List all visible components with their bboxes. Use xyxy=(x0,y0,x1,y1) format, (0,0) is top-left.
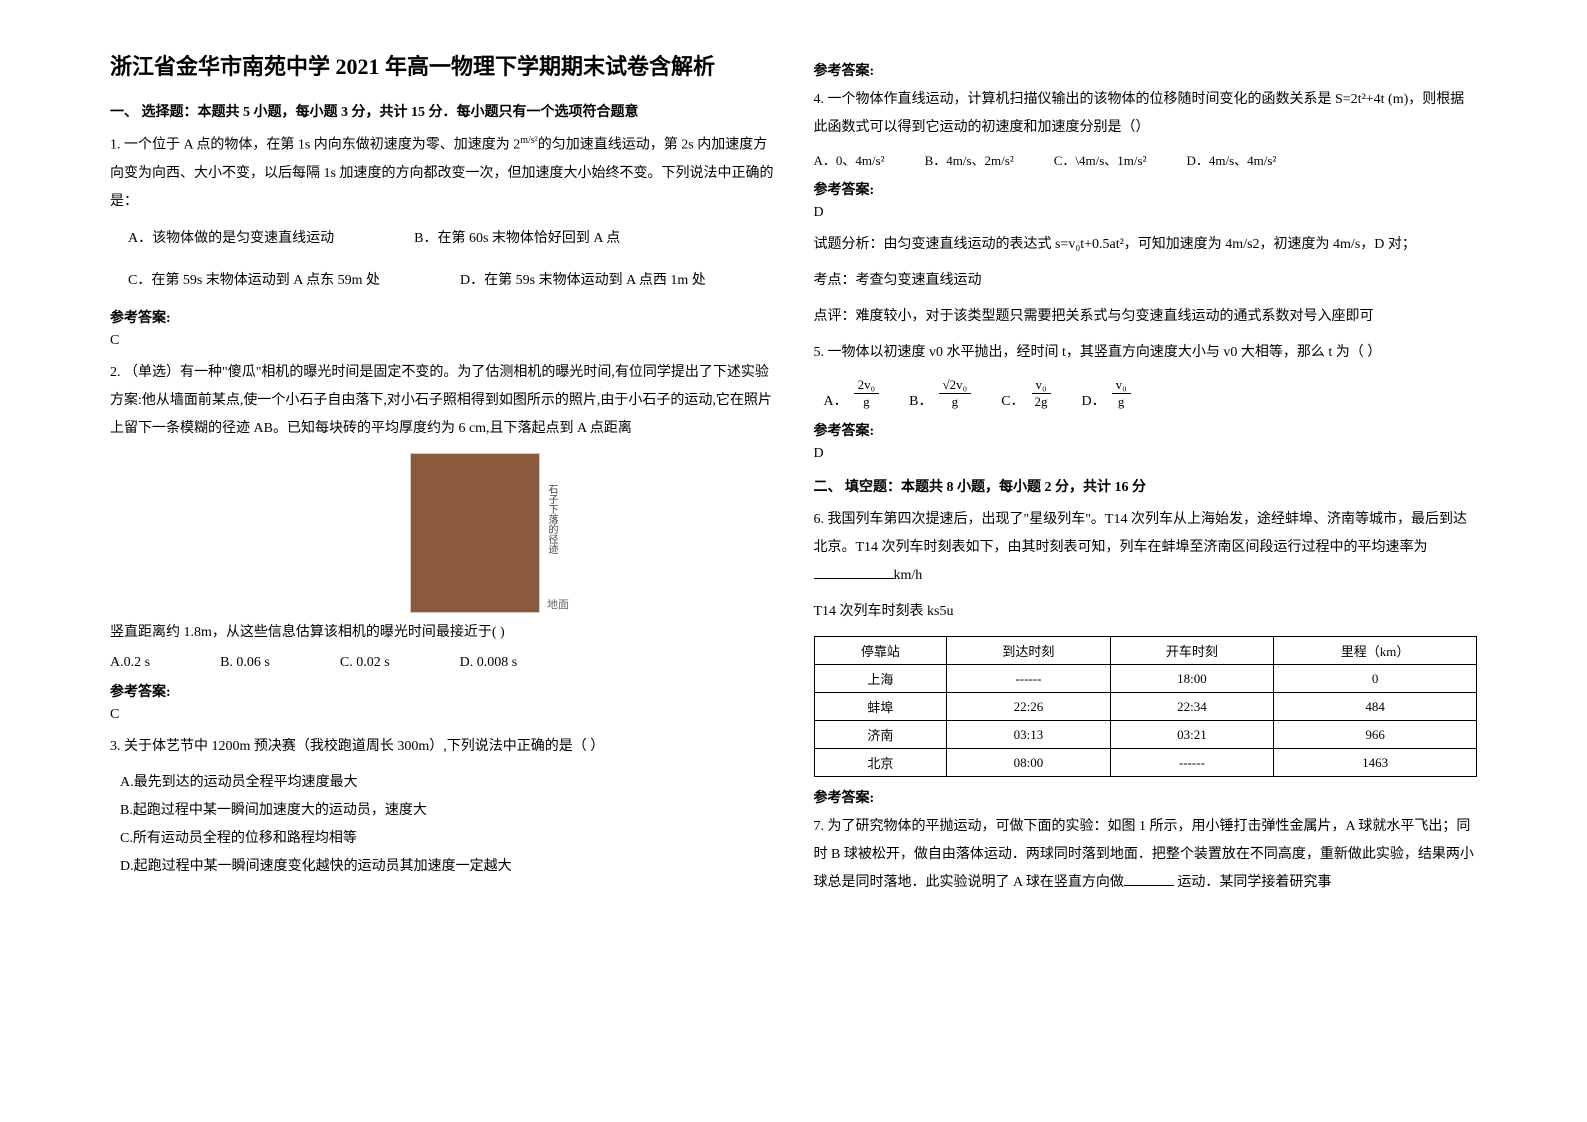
q3-opt-a: A.最先到达的运动员全程平均速度最大 xyxy=(120,769,774,797)
q5-answer-label: 参考答案: xyxy=(814,420,1478,440)
q1-opt-d: D．在第 59s 末物体运动到 A 点西 1m 处 xyxy=(460,266,706,297)
q3-opt-b: B.起跑过程中某一瞬间加速度大的运动员，速度大 xyxy=(120,797,774,825)
q4-answer: D xyxy=(814,205,1478,221)
q5-opt-a: A．2v₀g xyxy=(824,377,880,410)
q2-stem: 2. （单选）有一种"傻瓜"相机的曝光时间是固定不变的。为了估测相机的曝光时间,… xyxy=(110,359,774,443)
doc-title: 浙江省金华市南苑中学 2021 年高一物理下学期期末试卷含解析 xyxy=(110,50,774,83)
q2-opt-d: D. 0.008 s xyxy=(460,655,518,671)
q6-col0: 停靠站 xyxy=(814,637,947,665)
q3-stem: 3. 关于体艺节中 1200m 预决赛（我校跑道周长 300m）,下列说法中正确… xyxy=(110,733,774,761)
q5-answer: D xyxy=(814,446,1478,462)
q6-unit: km/h xyxy=(894,568,923,583)
q7-stem-text: 7. 为了研究物体的平抛运动，可做下面的实验：如图 1 所示，用小锤打击弹性金属… xyxy=(814,819,1474,890)
q4-comment: 点评：难度较小，对于该类型题只需要把关系式与匀变速直线运动的通式系数对号入座即可 xyxy=(814,303,1478,331)
q1-opt-a: A．该物体做的是匀变速直线运动 xyxy=(128,224,334,255)
q4-stem: 4. 一个物体作直线运动，计算机扫描仪输出的该物体的位移随时间变化的函数关系是 … xyxy=(814,86,1478,142)
q4-answer-label: 参考答案: xyxy=(814,179,1478,199)
q5-opt-d: D．v₀g xyxy=(1082,377,1131,410)
q1-options: A．该物体做的是匀变速直线运动 B．在第 60s 末物体恰好回到 A 点 C．在… xyxy=(128,224,774,298)
q6-col2: 开车时刻 xyxy=(1110,637,1273,665)
q6-stem-text: 6. 我国列车第四次提速后，出现了"星级列车"。T14 次列车从上海始发，途经蚌… xyxy=(814,512,1467,555)
table-row: 济南03:1303:21966 xyxy=(814,721,1477,749)
q3-opt-c: C.所有运动员全程的位移和路程均相等 xyxy=(120,825,774,853)
q1-unit: m/s² xyxy=(520,135,537,146)
section1-header: 一、 选择题：本题共 5 小题，每小题 3 分，共计 15 分．每小题只有一个选… xyxy=(110,101,774,121)
q1-stem: 1. 一个位于 A 点的物体，在第 1s 内向东做初速度为零、加速度为 2m/s… xyxy=(110,131,774,216)
q2-options: A.0.2 s B. 0.06 s C. 0.02 s D. 0.008 s xyxy=(110,655,774,671)
q1-opt-b: B．在第 60s 末物体恰好回到 A 点 xyxy=(414,224,620,255)
q6-stem: 6. 我国列车第四次提速后，出现了"星级列车"。T14 次列车从上海始发，途经蚌… xyxy=(814,506,1478,590)
table-row: 蚌埠22:2622:34484 xyxy=(814,693,1477,721)
q1-opt-c: C．在第 59s 末物体运动到 A 点东 59m 处 xyxy=(128,266,380,297)
q1-answer: C xyxy=(110,333,774,349)
q2-img-label: 石子下落的径迹 xyxy=(544,484,559,554)
q7-stem: 7. 为了研究物体的平抛运动，可做下面的实验：如图 1 所示，用小锤打击弹性金属… xyxy=(814,813,1478,897)
q4-options: A．0、4m/s² B．4m/s、2m/s² C．\4m/s、1m/s² D．4… xyxy=(814,150,1478,169)
q2-opt-a: A.0.2 s xyxy=(110,655,150,671)
q3-answer-label: 参考答案: xyxy=(814,60,1478,80)
q7-blank xyxy=(1124,885,1174,886)
q2-answer: C xyxy=(110,707,774,723)
q4-opt-b: B．4m/s、2m/s² xyxy=(925,150,1014,169)
q2-image: 石子下落的径迹 xyxy=(410,453,540,613)
q4-opt-a: A．0、4m/s² xyxy=(814,150,885,169)
q1-stem-text: 1. 一个位于 A 点的物体，在第 1s 内向东做初速度为零、加速度为 2 xyxy=(110,138,520,153)
q6-answer-label: 参考答案: xyxy=(814,787,1478,807)
q5-opt-c: C．v₀2g xyxy=(1001,377,1051,410)
q3-opt-d: D.起跑过程中某一瞬间速度变化越快的运动员其加速度一定越大 xyxy=(120,853,774,881)
q1-answer-label: 参考答案: xyxy=(110,307,774,327)
q2-opt-c: C. 0.02 s xyxy=(340,655,390,671)
q7-stem-cont: 运动．某同学接着研究事 xyxy=(1174,875,1332,890)
q5-opt-b: B．√2v₀g xyxy=(909,377,971,410)
q4-analysis: 试题分析：由匀变速直线运动的表达式 s=v₀t+0.5at²，可知加速度为 4m… xyxy=(814,231,1478,259)
q2-opt-b: B. 0.06 s xyxy=(220,655,270,671)
q5-options: A．2v₀g B．√2v₀g C．v₀2g D．v₀g xyxy=(824,377,1478,410)
table-row: 上海------18:000 xyxy=(814,665,1477,693)
q4-opt-c: C．\4m/s、1m/s² xyxy=(1054,150,1147,169)
q2-answer-label: 参考答案: xyxy=(110,681,774,701)
right-column: 参考答案: 4. 一个物体作直线运动，计算机扫描仪输出的该物体的位移随时间变化的… xyxy=(794,50,1498,1072)
table-row: 北京08:00------1463 xyxy=(814,749,1477,777)
q2-stem2: 竖直距离约 1.8m，从这些信息估算该相机的曝光时间最接近于( ) xyxy=(110,619,774,647)
q6-table: 停靠站 到达时刻 开车时刻 里程（km） 上海------18:000 蚌埠22… xyxy=(814,636,1478,777)
q4-opt-d: D．4m/s、4m/s² xyxy=(1186,150,1276,169)
q3-options: A.最先到达的运动员全程平均速度最大 B.起跑过程中某一瞬间加速度大的运动员，速… xyxy=(120,769,774,881)
q5-stem: 5. 一物体以初速度 v0 水平抛出，经时间 t，其竖直方向速度大小与 v0 大… xyxy=(814,339,1478,367)
q4-point: 考点：考查匀变速直线运动 xyxy=(814,267,1478,295)
q6-blank xyxy=(814,578,894,579)
q6-col1: 到达时刻 xyxy=(947,637,1110,665)
left-column: 浙江省金华市南苑中学 2021 年高一物理下学期期末试卷含解析 一、 选择题：本… xyxy=(90,50,794,1072)
q6-caption: T14 次列车时刻表 ks5u xyxy=(814,598,1478,626)
section2-header: 二、 填空题：本题共 8 小题，每小题 2 分，共计 16 分 xyxy=(814,476,1478,496)
q6-col3: 里程（km） xyxy=(1274,637,1477,665)
